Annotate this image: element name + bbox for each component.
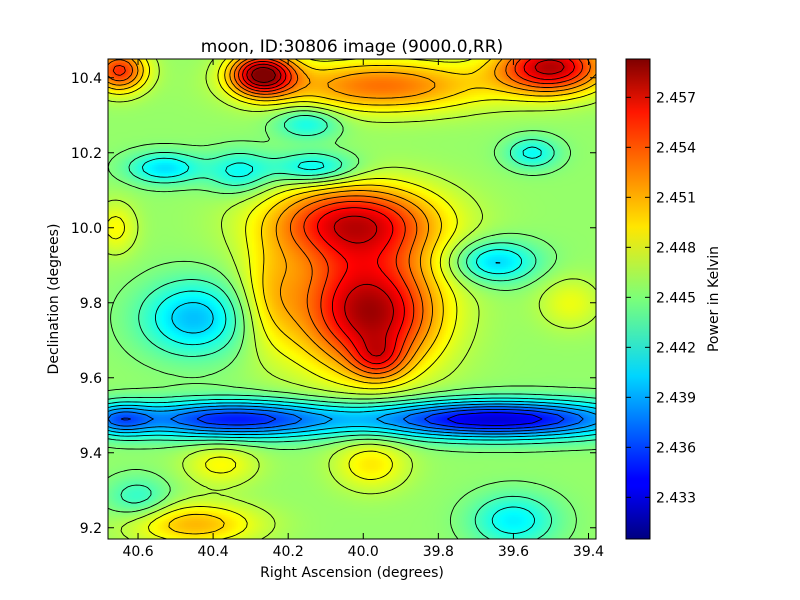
colorbar-tick-label: 2.433 (656, 490, 696, 506)
y-tick-label: 10.4 (71, 71, 102, 87)
colorbar-gradient (625, 58, 651, 540)
colorbar-tick-label: 2.448 (656, 240, 696, 256)
y-tick-label: 9.8 (80, 296, 102, 312)
colorbar-tick-label: 2.442 (656, 340, 696, 356)
y-tick-label: 9.6 (80, 371, 102, 387)
contour-lines (107, 58, 597, 540)
x-tick-label: 40.4 (198, 544, 229, 560)
x-tick-label: 40.6 (122, 544, 153, 560)
heatmap-plot-area (107, 58, 597, 540)
chart-title: moon, ID:30806 image (9000.0,RR) (201, 37, 503, 57)
colorbar-tick-label: 2.436 (656, 440, 696, 456)
x-tick-label: 39.6 (498, 544, 529, 560)
y-tick-label: 10.0 (71, 221, 102, 237)
y-tick-label: 10.2 (71, 146, 102, 162)
colorbar-tick-label: 2.457 (656, 90, 696, 106)
x-tick-label: 39.8 (423, 544, 454, 560)
colorbar: 2.433 2.436 2.439 2.442 2.445 2.448 2.451 2.454… (625, 58, 696, 540)
x-tick-label: 39.4 (573, 544, 604, 560)
colorbar-label: Power in Kelvin (706, 246, 722, 352)
x-axis-label: Right Ascension (degrees) (260, 565, 444, 581)
contour-path (107, 58, 597, 540)
colorbar-tick-label: 2.451 (656, 190, 696, 206)
y-tick-label: 9.2 (80, 521, 102, 537)
y-tick-label: 9.4 (80, 446, 102, 462)
heatmap-image (108, 59, 596, 539)
colorbar-tick-label: 2.439 (656, 390, 696, 406)
x-axis: 40.6 40.4 40.2 40.0 39.8 39.6 39.4 (122, 59, 604, 560)
plot-frame (107, 58, 597, 540)
y-axis-label: Declination (degrees) (46, 224, 62, 375)
x-tick-label: 40.2 (273, 544, 304, 560)
y-axis: 9.2 9.4 9.6 9.8 10.0 10.2 10.4 (71, 71, 596, 537)
colorbar-ticks: 2.433 2.436 2.439 2.442 2.445 2.448 2.451 2.454… (626, 90, 696, 506)
colorbar-tick-label: 2.454 (656, 140, 696, 156)
x-tick-label: 40.0 (348, 544, 379, 560)
colorbar-tick-label: 2.445 (656, 290, 696, 306)
